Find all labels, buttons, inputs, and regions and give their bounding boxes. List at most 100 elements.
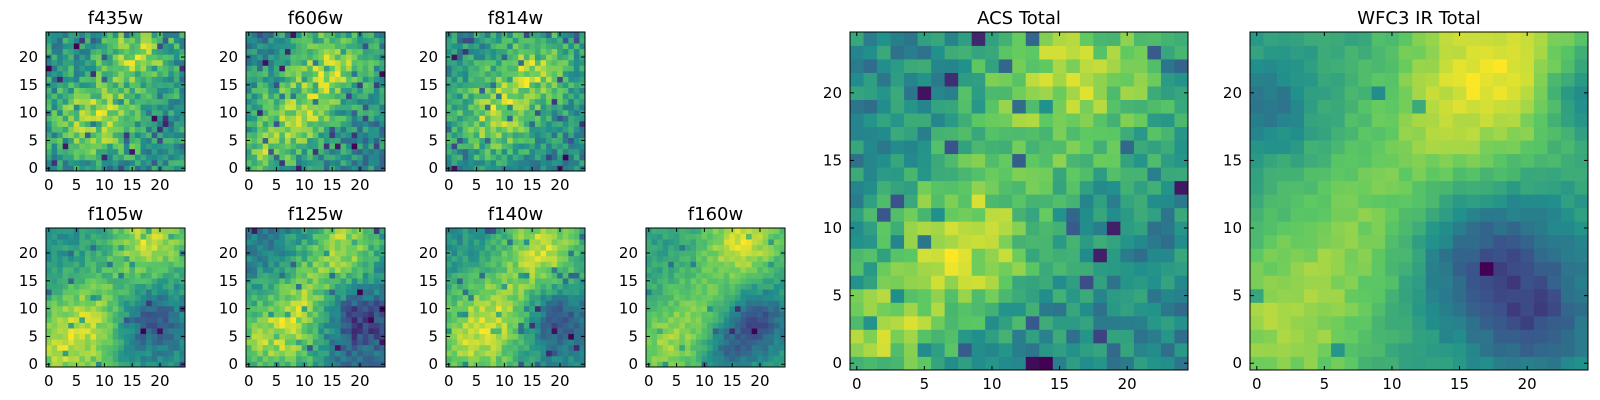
heatmap-cell bbox=[734, 322, 741, 329]
heatmap-cell bbox=[318, 283, 325, 290]
heatmap-cell bbox=[1160, 302, 1175, 317]
heatmap-cell bbox=[79, 59, 86, 66]
heatmap-cell bbox=[729, 278, 736, 284]
heatmap-cell bbox=[651, 333, 658, 340]
heatmap-cell bbox=[357, 98, 364, 105]
heatmap-cell bbox=[301, 316, 308, 323]
heatmap-cell bbox=[101, 261, 108, 268]
heatmap-cell bbox=[877, 248, 891, 263]
heatmap-cell bbox=[651, 344, 658, 351]
heatmap-cell bbox=[1052, 275, 1067, 290]
heatmap-cell bbox=[696, 266, 702, 273]
heatmap-cell bbox=[462, 344, 469, 351]
heatmap-cell bbox=[73, 239, 80, 246]
heatmap-cell bbox=[496, 59, 502, 66]
heatmap-cell bbox=[307, 120, 314, 127]
heatmap-cell bbox=[68, 143, 75, 150]
heatmap-cell bbox=[534, 87, 541, 94]
heatmap-cell bbox=[684, 250, 691, 257]
heatmap-cell bbox=[484, 76, 491, 83]
heatmap-cell bbox=[101, 48, 108, 55]
heatmap-cell bbox=[262, 137, 269, 144]
heatmap-cell bbox=[329, 148, 336, 155]
heatmap-cell bbox=[79, 355, 86, 362]
heatmap-cell bbox=[179, 65, 186, 72]
heatmap-cell bbox=[501, 154, 508, 161]
heatmap-cell bbox=[90, 355, 97, 362]
heatmap-cell bbox=[296, 32, 302, 38]
heatmap-cell bbox=[146, 54, 153, 61]
heatmap-cell bbox=[484, 300, 491, 307]
heatmap-cell bbox=[998, 356, 1013, 371]
heatmap-cell bbox=[262, 159, 269, 166]
heatmap-cell bbox=[657, 261, 664, 268]
heatmap-cell bbox=[971, 261, 986, 276]
heatmap-cell bbox=[468, 239, 475, 246]
heatmap-cell bbox=[779, 233, 786, 240]
heatmap-cell bbox=[140, 54, 147, 61]
heatmap-cell bbox=[518, 148, 525, 155]
heatmap-cell bbox=[551, 70, 558, 77]
heatmap-cell bbox=[168, 355, 175, 362]
heatmap-cell bbox=[473, 316, 480, 323]
heatmap-cell bbox=[684, 244, 691, 251]
heatmap-cell bbox=[123, 239, 130, 246]
y-tick-label: 20 bbox=[419, 48, 438, 66]
heatmap-cell bbox=[657, 322, 664, 329]
heatmap-cell bbox=[462, 109, 469, 116]
heatmap-cell bbox=[301, 339, 308, 346]
heatmap-cell bbox=[473, 272, 480, 279]
heatmap-cell bbox=[512, 98, 519, 105]
heatmap-cell bbox=[168, 98, 175, 105]
heatmap-cell bbox=[468, 333, 475, 340]
heatmap-cell bbox=[496, 239, 502, 246]
heatmap-cell bbox=[662, 316, 669, 323]
heatmap-cell bbox=[79, 233, 86, 240]
heatmap-cell bbox=[151, 294, 158, 301]
heatmap-cell bbox=[340, 98, 347, 105]
heatmap-cell bbox=[129, 76, 136, 83]
heatmap-cell bbox=[1120, 234, 1135, 249]
heatmap-cell bbox=[329, 255, 336, 262]
heatmap-cell bbox=[51, 339, 58, 346]
heatmap-cell bbox=[346, 305, 353, 312]
heatmap-cell bbox=[473, 93, 480, 100]
heatmap-cell bbox=[262, 361, 269, 368]
heatmap-cell bbox=[540, 59, 547, 66]
heatmap-cell bbox=[462, 159, 469, 166]
heatmap-cell bbox=[368, 43, 375, 50]
heatmap-cell bbox=[179, 339, 186, 346]
heatmap-cell bbox=[484, 305, 491, 312]
heatmap-cell bbox=[179, 294, 186, 301]
heatmap-cell bbox=[490, 278, 497, 284]
heatmap-cell bbox=[473, 132, 480, 139]
heatmap-cell bbox=[162, 87, 169, 94]
heatmap-cell bbox=[62, 294, 69, 301]
heatmap-cell bbox=[1120, 302, 1135, 317]
heatmap-cell bbox=[734, 316, 741, 323]
heatmap-cell bbox=[562, 109, 569, 116]
heatmap-cell bbox=[307, 137, 314, 144]
heatmap-cell bbox=[534, 344, 541, 351]
heatmap-cell bbox=[707, 261, 714, 268]
heatmap-cell bbox=[446, 322, 452, 329]
heatmap-cell bbox=[1120, 221, 1135, 236]
heatmap-cell bbox=[568, 289, 575, 296]
heatmap-cell bbox=[162, 339, 169, 346]
heatmap-cell bbox=[318, 294, 325, 301]
heatmap-cell bbox=[296, 143, 302, 150]
heatmap-cells bbox=[446, 228, 586, 368]
heatmap-cell bbox=[484, 350, 491, 357]
heatmap-cell bbox=[273, 250, 280, 257]
heatmap-cell bbox=[296, 59, 302, 66]
heatmap-cell bbox=[779, 294, 786, 301]
heatmap-cell bbox=[46, 239, 52, 246]
heatmap-cell bbox=[462, 261, 469, 268]
heatmap-cell bbox=[540, 143, 547, 150]
heatmap-cell bbox=[729, 244, 736, 251]
heatmap-cell bbox=[262, 311, 269, 318]
heatmap-cell bbox=[290, 126, 297, 133]
heatmap-cell bbox=[268, 272, 275, 279]
heatmap-cell bbox=[534, 305, 541, 312]
heatmap-cell bbox=[1066, 167, 1081, 182]
